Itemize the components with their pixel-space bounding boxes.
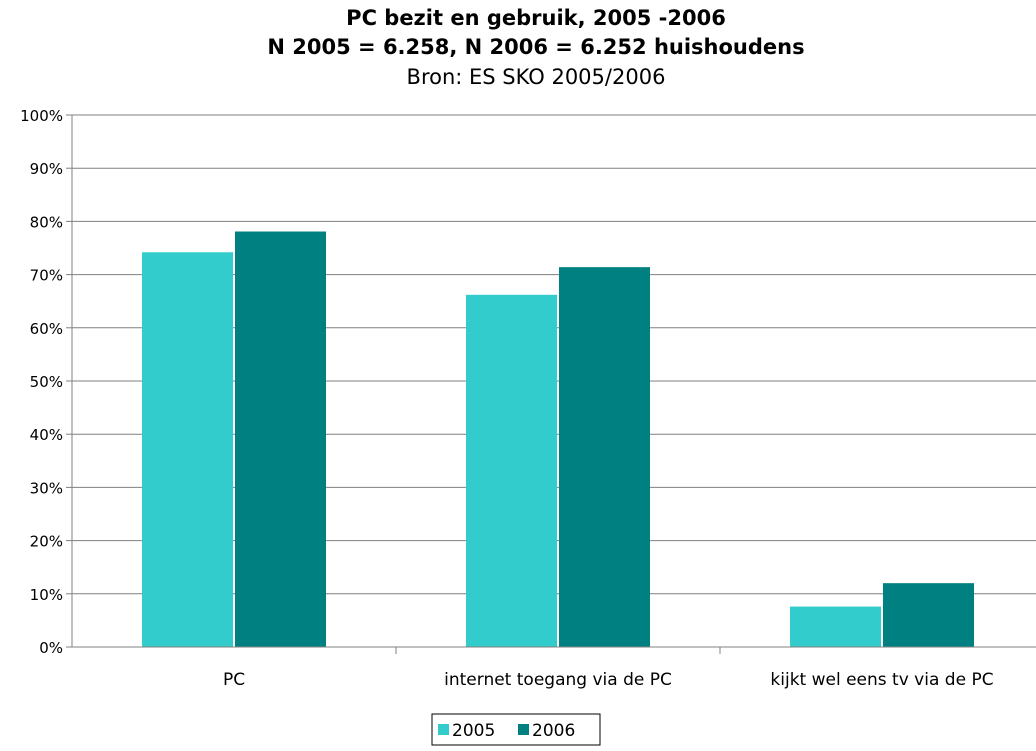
- chart-subtitle: N 2005 = 6.258, N 2006 = 6.252 huishoude…: [267, 35, 804, 59]
- x-category-label: kijkt wel eens tv via de PC: [770, 670, 993, 690]
- y-tick-label: 0%: [39, 639, 63, 657]
- y-tick-label: 100%: [20, 107, 63, 125]
- legend-swatch-2005: [438, 724, 449, 735]
- y-tick-label: 40%: [30, 426, 63, 444]
- y-tick-label: 30%: [30, 479, 63, 497]
- gridlines: [72, 114, 1036, 595]
- legend-box: [431, 713, 601, 746]
- y-tick-label: 80%: [30, 213, 63, 231]
- y-tick-label: 50%: [30, 373, 63, 391]
- axes: 0% 10% 20% 30% 40% 50% 60% 70% 80% 90% 100% PC inter…: [20, 107, 1036, 690]
- legend: 2005 2006: [431, 713, 601, 746]
- bar-2006-1: [559, 267, 650, 647]
- y-tick-label: 10%: [30, 586, 63, 604]
- legend-swatch-2006: [518, 724, 529, 735]
- chart-source: Bron: ES SKO 2005/2006: [407, 65, 666, 89]
- bar-2005-1: [466, 294, 557, 647]
- x-category-label: internet toegang via de PC: [444, 670, 672, 690]
- chart-title: PC bezit en gebruik, 2005 -2006: [346, 6, 726, 30]
- y-tick-label: 20%: [30, 533, 63, 551]
- y-tick-label: 70%: [30, 267, 63, 285]
- y-tick-label: 90%: [30, 160, 63, 178]
- bar-2005-0: [142, 252, 233, 648]
- bar-2006-2: [883, 583, 974, 647]
- legend-label-2006: 2006: [532, 721, 575, 741]
- x-category-label: PC: [223, 670, 245, 690]
- bar-2006-0: [235, 231, 326, 647]
- y-tick-label: 60%: [30, 320, 63, 338]
- bar-2005-2: [790, 606, 881, 647]
- legend-label-2005: 2005: [452, 721, 495, 741]
- bars: [142, 231, 974, 648]
